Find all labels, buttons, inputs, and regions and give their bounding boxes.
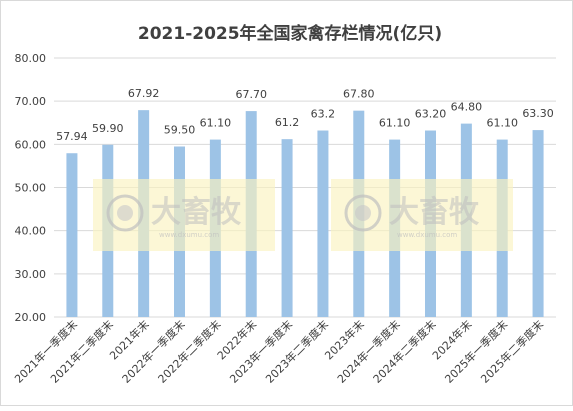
data-label: 63.20 (415, 108, 447, 121)
data-label: 63.30 (522, 107, 554, 120)
x-tick-label: 2024年二季度末 (370, 317, 439, 386)
bar (317, 130, 329, 317)
data-label: 67.80 (343, 88, 375, 101)
watermark-logo-icon (344, 194, 382, 232)
data-label: 61.10 (200, 117, 232, 130)
x-tick-label: 2025年二季度末 (478, 317, 547, 386)
x-tick-label: 2023年二季度末 (262, 317, 331, 386)
bar (66, 153, 78, 317)
data-label: 64.80 (451, 101, 483, 114)
watermark-text: 大畜牧 (389, 195, 480, 230)
x-tick-label: 2024年一季度末 (334, 317, 403, 386)
data-label: 61.2 (275, 116, 300, 129)
watermark-url: www.dxumu.com (159, 231, 219, 239)
y-tick-label: 70.00 (15, 95, 47, 108)
data-label: 67.70 (235, 88, 267, 101)
data-label: 57.94 (56, 130, 88, 143)
watermark-text: 大畜牧 (151, 195, 242, 230)
y-tick-label: 40.00 (15, 225, 47, 238)
x-tick-label: 2022年一季度末 (119, 317, 188, 386)
data-label: 61.10 (379, 117, 411, 130)
data-label: 67.92 (128, 87, 160, 100)
watermark-url: www.dxumu.com (397, 231, 457, 239)
watermark-logo-icon (106, 194, 144, 232)
y-tick-label: 50.00 (15, 182, 47, 195)
data-label: 63.2 (311, 108, 336, 121)
x-tick-label: 2025年一季度末 (442, 317, 511, 386)
data-label: 61.10 (486, 117, 518, 130)
data-labels: 57.94 59.90 67.92 59.50 61.10 67.70 61.2 63.2 67… (56, 87, 554, 143)
y-axis-ticks: 20.00 30.00 40.00 50.00 60.00 70.00 80.00 (15, 52, 47, 324)
x-tick-label: 2023年一季度末 (227, 317, 296, 386)
y-tick-label: 60.00 (15, 138, 47, 151)
data-label: 59.90 (92, 122, 124, 135)
x-tick-label: 2021年一季度末 (11, 317, 80, 386)
y-tick-label: 20.00 (15, 311, 47, 324)
x-tick-label: 2021年二季度末 (47, 317, 116, 386)
bar (281, 139, 293, 317)
watermark-logo-dot-icon (117, 205, 133, 221)
x-axis-ticks: 2021年一季度末2021年二季度末2021年末2022年一季度末2022年二季… (11, 317, 546, 386)
chart-title: 2021-2025年全国家禽存栏情况(亿只) (138, 23, 442, 44)
y-tick-label: 30.00 (15, 268, 47, 281)
y-tick-label: 80.00 (15, 52, 47, 65)
data-label: 59.50 (164, 123, 196, 136)
bar (532, 130, 544, 317)
x-tick-label: 2022年二季度末 (155, 317, 224, 386)
watermark-logo-dot-icon (355, 205, 371, 221)
